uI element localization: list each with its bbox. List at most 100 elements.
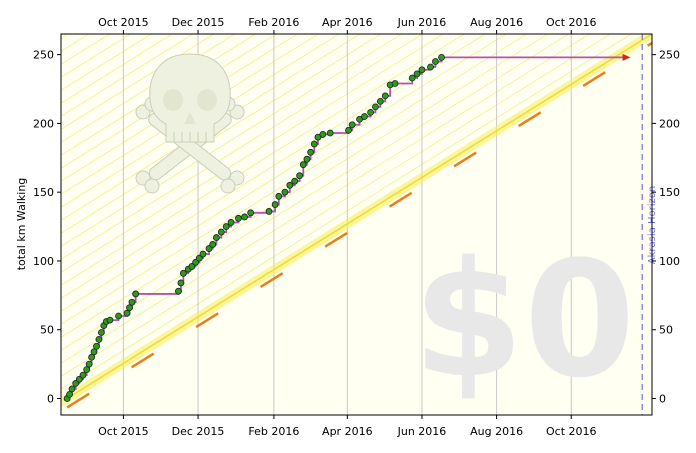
data-point: [188, 263, 196, 270]
data-point: [235, 214, 242, 222]
data-point: [88, 353, 95, 361]
data-point: [303, 155, 311, 163]
x-tick-label-top: Feb 2016: [248, 16, 299, 29]
data-point: [376, 97, 384, 105]
hatch-line: [61, 34, 361, 221]
hatch-line: [61, 34, 465, 286]
data-point: [72, 379, 80, 387]
y-tick-label-right: 150: [659, 186, 680, 199]
data-point: [179, 269, 187, 277]
data-point: [307, 148, 315, 156]
x-tick-label-bottom: Apr 2016: [322, 425, 373, 438]
hatch-line: [61, 34, 611, 377]
data-point: [227, 219, 235, 226]
data-point: [90, 348, 98, 356]
data-point: [222, 223, 230, 230]
skull-crossbones-icon: [135, 53, 245, 194]
y-tick-label-left: 0: [47, 392, 54, 405]
hatch-line: [61, 34, 445, 273]
data-point: [192, 258, 199, 266]
y-tick-label-right: 200: [659, 117, 680, 130]
data-point: [319, 131, 327, 138]
axes: Oct 2015 Oct 2015 Dec 2015 Dec 2015 Feb 2016…: [33, 16, 680, 438]
x-tick-label-bottom: Oct 2016: [546, 425, 597, 438]
data-point: [345, 126, 352, 134]
hatch-line: [61, 34, 403, 247]
data-point: [128, 298, 136, 306]
x-tick-label-top: Oct 2015: [98, 16, 149, 29]
yellow-brick-road: [61, 34, 652, 409]
data-point: [115, 312, 122, 320]
data-point: [212, 234, 220, 241]
data-point: [79, 371, 87, 379]
data-point: [391, 80, 399, 87]
y-tick-label-left: 200: [33, 117, 54, 130]
data-point: [326, 129, 334, 137]
x-tick-label-top: Apr 2016: [322, 16, 373, 29]
data-point: [93, 342, 100, 350]
pledge-watermark: $0: [413, 226, 636, 413]
hatch-line: [61, 34, 591, 364]
data-point: [95, 335, 103, 343]
y-tick-label-left: 50: [40, 324, 54, 337]
data-point: [418, 66, 426, 74]
data-point: [348, 121, 356, 129]
data-point: [432, 58, 439, 65]
data-point: [85, 360, 93, 368]
hatch-line: [61, 34, 319, 195]
data-point: [247, 209, 255, 217]
data-point: [66, 390, 73, 398]
data-point: [83, 366, 91, 374]
y-tick-label-right: 0: [659, 392, 666, 405]
data-point: [97, 329, 105, 336]
data-point: [241, 213, 248, 221]
data-point: [175, 287, 182, 295]
flat-line-arrowhead: [622, 53, 631, 61]
data-point: [126, 304, 133, 312]
data-point: [209, 241, 217, 248]
data-point: [205, 245, 213, 252]
data-point: [199, 250, 207, 258]
x-tick-label-top: Jun 2016: [397, 16, 447, 29]
x-tick-label-bottom: Oct 2015: [98, 425, 149, 438]
data-point: [361, 113, 368, 120]
data-point: [372, 103, 379, 111]
data-point: [286, 181, 294, 189]
data-series: [63, 53, 631, 402]
data-point: [177, 279, 185, 287]
hatch-line: [61, 34, 173, 104]
data-point: [68, 385, 76, 393]
data-point: [275, 192, 283, 200]
hatch-line: [61, 34, 507, 312]
data-point: [217, 228, 225, 236]
data-point: [75, 375, 83, 383]
hatch-line: [61, 34, 528, 325]
hatch-line: [61, 34, 632, 390]
data-point: [310, 140, 318, 148]
plot-frame: [60, 33, 653, 416]
data-point: [281, 188, 289, 196]
x-tick-label-bottom: Aug 2016: [470, 425, 523, 438]
data-point: [271, 201, 279, 208]
y-axis-label: total km Walking: [15, 178, 28, 271]
hatch-line: [61, 34, 486, 299]
road-centerline: [66, 34, 652, 400]
y-tick-label-right: 100: [659, 255, 680, 268]
hatch-line: [61, 34, 549, 338]
akrasia-horizon-label: Akrasia Horizon: [647, 186, 658, 264]
x-tick-label-top: Oct 2016: [546, 16, 597, 29]
hatch-line: [61, 34, 570, 351]
y-tick-label-right: 250: [659, 49, 680, 62]
data-point: [195, 254, 203, 262]
y-tick-label-left: 150: [33, 186, 54, 199]
data-point: [438, 53, 445, 61]
data-point: [132, 290, 140, 298]
hatch-line: [61, 34, 194, 117]
data-point: [427, 63, 434, 71]
hatch-line: [61, 34, 424, 260]
data-point: [296, 172, 304, 180]
data-point: [367, 109, 374, 116]
y-tick-label-left: 100: [33, 255, 54, 268]
y-tick-label-right: 50: [659, 324, 673, 337]
